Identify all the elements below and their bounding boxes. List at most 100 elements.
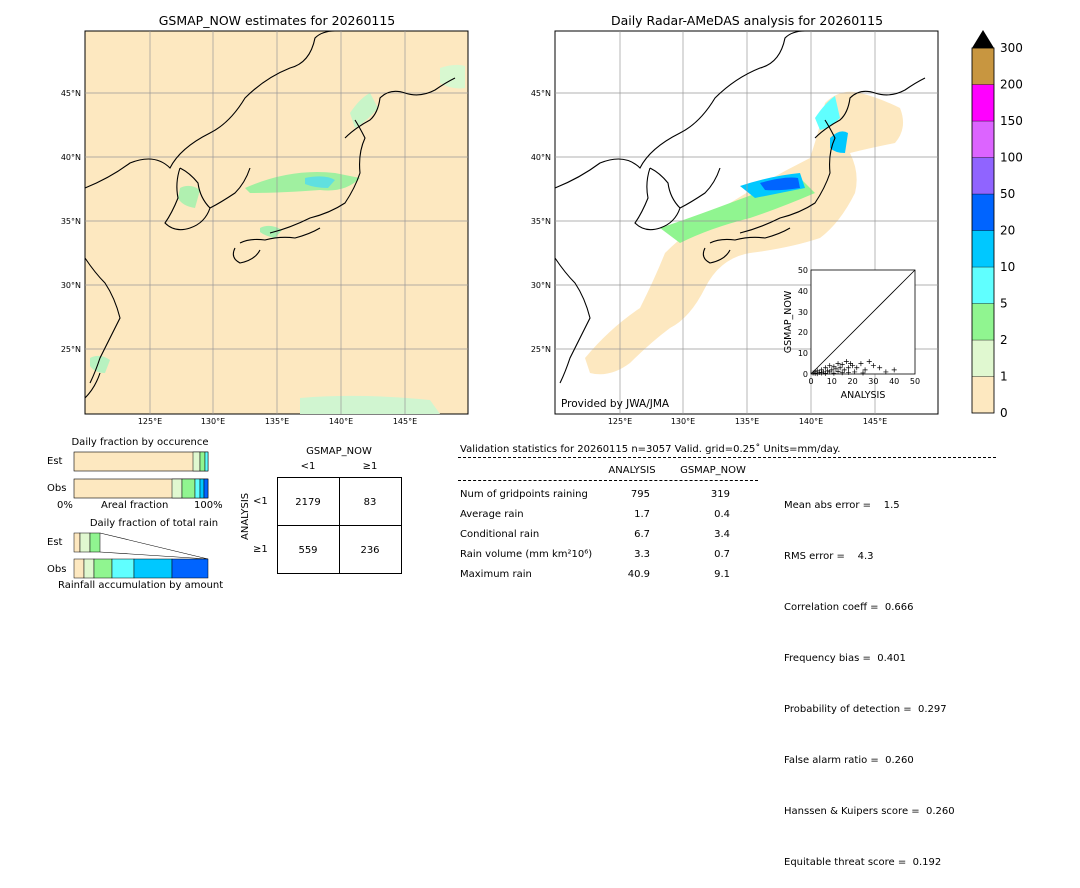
scatter-point bbox=[831, 364, 837, 370]
right-lon-ticks: 125°E 130°E 135°E 140°E 145°E bbox=[608, 417, 887, 426]
left-lon-tick: 145°E bbox=[393, 417, 417, 426]
occurrence-est-bar bbox=[73, 451, 209, 472]
right-lat-ticks: 45°N 40°N 35°N 30°N 25°N bbox=[531, 89, 551, 354]
right-rain-core bbox=[760, 177, 800, 191]
rain-obs-label: Obs bbox=[47, 564, 67, 575]
colorbar-level-label: 1 bbox=[1000, 370, 1008, 384]
validation-header: Validation statistics for 20260115 n=305… bbox=[460, 444, 841, 455]
right-lat-tick: 40°N bbox=[531, 153, 551, 162]
colorbar-segment bbox=[971, 230, 995, 268]
scatter-y-tick: 0 bbox=[803, 370, 808, 379]
scatter-point bbox=[839, 362, 845, 368]
right-lat-tick: 45°N bbox=[531, 89, 551, 98]
score-line: Mean abs error = 1.5 bbox=[784, 500, 900, 511]
contingency-col-label: <1 bbox=[300, 461, 316, 472]
occurrence-bars bbox=[73, 451, 209, 499]
left-lon-tick: 130°E bbox=[201, 417, 225, 426]
validation-row-label: Maximum rain bbox=[460, 569, 532, 580]
colorbar-level-label: 20 bbox=[1000, 224, 1015, 238]
colorbar-level-label: 2 bbox=[1000, 333, 1008, 347]
scatter-point bbox=[841, 367, 847, 373]
scatter-y-tick: 20 bbox=[798, 328, 808, 337]
validation-row-gsmap: 0.7 bbox=[714, 549, 730, 560]
score-line: Correlation coeff = 0.666 bbox=[784, 602, 914, 613]
colorbar-level-label: 200 bbox=[1000, 78, 1023, 92]
rain-est-label: Est bbox=[47, 537, 63, 548]
scatter-point bbox=[814, 371, 820, 377]
scatter-point bbox=[858, 361, 864, 367]
contingency-cell: 559 bbox=[298, 545, 317, 556]
left-lat-ticks: 45°N 40°N 35°N 30°N 25°N bbox=[61, 89, 81, 354]
right-coverage bbox=[585, 91, 904, 375]
validation-row-label: Num of gridpoints raining bbox=[460, 489, 588, 500]
scatter-x-tick: 0 bbox=[808, 377, 813, 386]
validation-col-rule bbox=[458, 480, 758, 481]
contingency-cell: 2179 bbox=[295, 497, 320, 508]
scatter-point bbox=[845, 369, 851, 375]
scatter-point bbox=[829, 367, 835, 373]
scatter-x-tick: 30 bbox=[868, 377, 878, 386]
right-lat-tick: 35°N bbox=[531, 217, 551, 226]
provider-label: Provided by JWA/JMA bbox=[561, 398, 670, 410]
score-line: Hanssen & Kuipers score = 0.260 bbox=[784, 806, 955, 817]
left-coastlines bbox=[84, 30, 456, 399]
left-map: 45°N 40°N 35°N 30°N 25°N 125°E 130°E 135… bbox=[61, 30, 469, 426]
colorbar-outline bbox=[971, 47, 995, 414]
score-line: False alarm ratio = 0.260 bbox=[784, 755, 914, 766]
right-lat-tick: 30°N bbox=[531, 281, 551, 290]
right-map-title: Daily Radar-AMeDAS analysis for 20260115 bbox=[610, 13, 884, 28]
colorbar: 0 1 2 5 10 20 50 100 150 200 300 bbox=[971, 30, 1023, 420]
rain-est-bar bbox=[73, 532, 81, 553]
left-rain-ne bbox=[440, 64, 465, 89]
scatter-diagonal bbox=[810, 269, 916, 375]
colorbar-segment bbox=[971, 120, 995, 158]
scatter-point bbox=[816, 369, 822, 375]
right-rain-band bbox=[660, 178, 815, 243]
colorbar-segment bbox=[971, 339, 995, 377]
scatter-point bbox=[866, 359, 872, 365]
scatter-point bbox=[854, 365, 860, 371]
scatter-point bbox=[831, 370, 837, 376]
scatter-x-tick: 50 bbox=[910, 377, 920, 386]
left-rain-core bbox=[305, 176, 335, 188]
validation-row-analysis: 795 bbox=[630, 489, 650, 500]
left-map-frame bbox=[84, 30, 469, 415]
contingency-cell: 83 bbox=[364, 497, 377, 508]
left-lat-tick: 25°N bbox=[61, 345, 81, 354]
rain-fraction-bars bbox=[73, 532, 209, 579]
colorbar-segment bbox=[971, 157, 995, 195]
scatter-point bbox=[843, 359, 849, 365]
scatter-point bbox=[810, 370, 816, 376]
colorbar-extend-arrow bbox=[972, 30, 994, 48]
scatter-y-tick: 30 bbox=[798, 308, 808, 317]
scatter-point bbox=[823, 365, 829, 371]
score-line: RMS error = 4.3 bbox=[784, 551, 874, 562]
score-line: Frequency bias = 0.401 bbox=[784, 653, 906, 664]
left-lon-tick: 140°E bbox=[329, 417, 353, 426]
occurrence-axis-left: 0% bbox=[57, 500, 73, 511]
colorbar-level-label: 5 bbox=[1000, 297, 1008, 311]
rain-fraction-footer: Rainfall accumulation by amount bbox=[58, 580, 224, 591]
score-line: Probability of detection = 0.297 bbox=[784, 704, 947, 715]
occurrence-axis-right: 100% bbox=[194, 500, 223, 511]
contingency-row-title: ANALYSIS bbox=[240, 492, 251, 540]
validation-row-label: Average rain bbox=[460, 509, 524, 520]
scatter-points bbox=[810, 359, 897, 377]
scatter-point bbox=[860, 370, 866, 376]
scatter-point bbox=[823, 370, 829, 376]
contingency-col-title: GSMAP_NOW bbox=[306, 446, 372, 457]
colorbar-level-label: 0 bbox=[1000, 406, 1008, 420]
occurrence-axis-mid: Areal fraction bbox=[101, 500, 169, 511]
left-lon-ticks: 125°E 130°E 135°E 140°E 145°E bbox=[138, 417, 417, 426]
scatter-point bbox=[852, 369, 858, 375]
contingency-row-label: ≥1 bbox=[253, 544, 268, 555]
validation-row-analysis: 1.7 bbox=[634, 509, 650, 520]
left-lat-tick: 40°N bbox=[61, 153, 81, 162]
validation-row-gsmap: 319 bbox=[710, 489, 730, 500]
left-lat-tick: 45°N bbox=[61, 89, 81, 98]
left-rain-north bbox=[350, 93, 378, 128]
right-lon-tick: 145°E bbox=[863, 417, 887, 426]
validation-row-gsmap: 3.4 bbox=[714, 529, 730, 540]
scatter-point bbox=[827, 369, 833, 375]
validation-scores: Mean abs error = 1.5 RMS error = 4.3 Cor… bbox=[784, 463, 955, 888]
